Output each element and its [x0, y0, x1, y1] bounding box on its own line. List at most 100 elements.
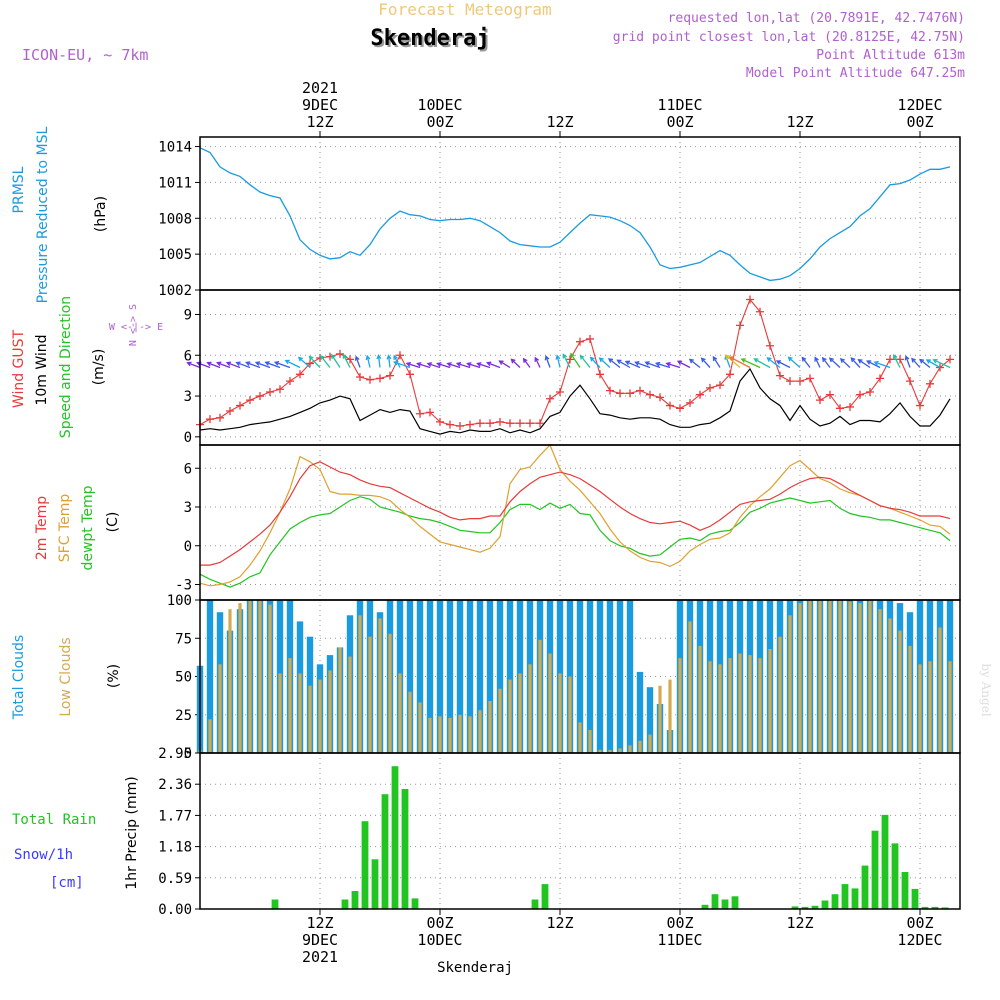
wind-direction-arrowhead: [254, 361, 261, 366]
low-cloud-bar: [388, 633, 392, 753]
y-tick-label: 3: [184, 389, 192, 405]
wind-direction-arrowhead: [728, 356, 734, 361]
model-altitude: Model Point Altitude 647.25m: [746, 66, 965, 81]
wind-gust-point: [586, 334, 594, 343]
y-tick-label: 0: [184, 746, 192, 762]
wind-gust-point: [366, 375, 374, 384]
pressure-label-short: PRMSL: [11, 166, 27, 213]
wind-gust-point: [256, 392, 264, 401]
wind-direction-arrowhead: [821, 356, 827, 363]
wind-direction-arrow: [320, 355, 331, 368]
low-cloud-bar: [348, 656, 352, 753]
total-cloud-bar: [476, 600, 484, 753]
wind-gust-point: [536, 419, 544, 428]
total-cloud-bar: [596, 600, 604, 753]
wind-direction-arrowhead: [857, 358, 863, 364]
precip-bar: [851, 888, 859, 909]
precip-bar: [871, 830, 879, 909]
top-time-label: 12Z: [306, 113, 333, 131]
top-time-label: 00Z: [426, 113, 453, 131]
wind-direction-arrowhead: [801, 356, 807, 362]
wind-direction-arrowhead: [873, 360, 879, 366]
panel-frame: [199, 752, 961, 910]
wind-gust-point: [506, 419, 514, 428]
wind-direction-arrowhead: [775, 360, 782, 365]
bottom-time-label: 12DEC: [897, 931, 942, 949]
top-time-label: 11DEC: [657, 96, 702, 114]
wind-gust-point: [296, 370, 304, 379]
wind-direction-arrow: [635, 361, 651, 369]
wind-gust-point: [556, 387, 564, 396]
low-cloud-bar: [768, 649, 772, 753]
low-cloud-bar: [238, 603, 242, 753]
wind-direction-arrowhead: [186, 361, 192, 367]
y-tick-label: 2.36: [158, 777, 192, 793]
wind-direction-arrowhead: [264, 361, 270, 366]
low-cloud-bar: [878, 609, 882, 753]
temperature-panel: -3 0 3 6: [175, 443, 960, 600]
wind-direction-arrow: [226, 362, 241, 369]
wind-direction-arrow: [874, 361, 891, 369]
low-cloud-bar: [888, 618, 892, 753]
y-tick-label: 50: [175, 670, 192, 686]
temp-sfc-label: SFC Temp: [57, 494, 73, 563]
wind-gust-point: [946, 355, 954, 364]
low-cloud-bar: [788, 615, 792, 753]
panels: 100210051008101110140369-303602550751000…: [158, 136, 961, 918]
low-cloud-bar: [528, 664, 532, 753]
wind-direction-arrow: [556, 355, 561, 368]
wind-gust-point: [896, 355, 904, 364]
total-cloud-bar: [426, 600, 434, 753]
precip-bar: [531, 899, 539, 909]
wind-gust-point: [776, 371, 784, 380]
precip-bar: [791, 906, 799, 909]
total-cloud-bar: [206, 600, 214, 753]
wind-direction-arrow: [417, 362, 431, 369]
wind-direction-arrow: [207, 362, 221, 369]
wind-direction-arrow: [377, 355, 381, 368]
wind-direction-arrow: [579, 355, 591, 368]
wind-direction-arrow: [477, 362, 491, 369]
low-cloud-bar: [368, 636, 372, 753]
wind-direction-arrowhead: [932, 358, 938, 364]
wind-direction-arrowhead: [416, 362, 422, 367]
wind-direction-arrowhead: [225, 361, 232, 367]
precip-bar: [391, 766, 399, 909]
snow-label: Snow/1h: [14, 847, 73, 863]
precip-bar: [941, 907, 949, 909]
total-cloud-bar: [626, 600, 634, 753]
wind-gust-point: [816, 396, 824, 405]
bottom-time-label: 00Z: [426, 914, 453, 932]
bottom-time-label: 00Z: [906, 914, 933, 932]
low-cloud-bar: [658, 685, 662, 753]
low-cloud-bar: [518, 673, 522, 753]
wind-gust-point: [786, 377, 794, 386]
low-cloud-bar: [248, 600, 252, 753]
wind-direction-arrow: [274, 361, 291, 369]
precip-bar: [801, 906, 809, 909]
precip-bar: [861, 865, 869, 909]
wind-gust-point: [386, 371, 394, 380]
snow-unit-label: [cm]: [50, 875, 84, 891]
low-cloud-bar: [448, 717, 452, 753]
wind-gust-point: [266, 387, 274, 396]
low-cloud-bar: [908, 645, 912, 753]
low-cloud-bar: [708, 661, 712, 753]
wind-direction-arrow: [427, 362, 441, 369]
precip-bar: [811, 905, 819, 909]
precip-bar: [731, 896, 739, 909]
wind-direction-arrow: [236, 361, 251, 369]
low-cloud-bar: [308, 685, 312, 753]
wind-gust-point: [696, 390, 704, 399]
wind-direction-arrow: [487, 362, 501, 369]
wind-direction-arrowhead: [644, 361, 650, 366]
low-cloud-bar: [948, 661, 952, 753]
top-time-label: 10DEC: [417, 96, 462, 114]
low-cloud-bar: [548, 653, 552, 753]
wind-direction-arrow: [608, 358, 621, 369]
low-cloud-bar: [508, 679, 512, 753]
wind-direction-arrow: [788, 356, 801, 368]
dewpoint-line: [199, 496, 951, 588]
wind-direction-arrowhead: [814, 356, 819, 362]
wind-gust-point: [766, 341, 774, 350]
